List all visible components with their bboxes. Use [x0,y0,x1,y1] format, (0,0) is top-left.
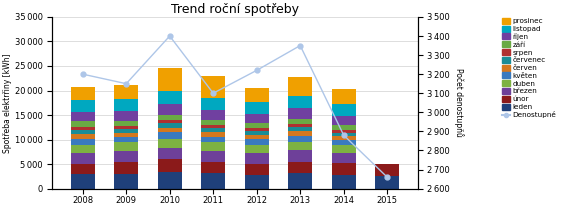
Bar [244,139,269,145]
Bar [244,88,269,102]
Bar [158,68,181,91]
Bar [244,135,269,139]
Bar [158,120,181,123]
Bar [332,104,355,115]
Bar [114,121,138,126]
Bar [158,132,181,139]
Bar [288,96,312,108]
Bar [201,76,225,98]
Bar [288,141,312,150]
Bar [71,134,95,139]
Bar [201,120,225,125]
Y-axis label: Počet denostupňů: Počet denostupňů [454,68,464,137]
Bar [114,137,138,142]
Bar [201,142,225,151]
Bar [288,136,312,141]
Bar [71,164,95,174]
Bar [288,150,312,162]
Bar [71,100,95,111]
Bar [114,99,138,111]
Bar [114,126,138,129]
Bar [158,104,181,115]
Title: Trend roční spotřeby: Trend roční spotřeby [171,3,299,16]
Bar [375,164,399,176]
Bar [114,133,138,137]
Bar [158,139,181,148]
Bar [332,125,355,130]
Bar [332,145,355,153]
Bar [244,123,269,128]
Bar [332,136,355,140]
Bar [158,159,181,172]
Bar [332,175,355,189]
Bar [332,115,355,125]
Bar [114,142,138,151]
Bar [244,131,269,135]
Bar [158,172,181,189]
Bar [114,111,138,121]
Bar [288,119,312,124]
Bar [201,151,225,162]
Bar [244,163,269,175]
Bar [114,151,138,162]
Bar [71,153,95,164]
Bar [71,87,95,100]
Bar [244,128,269,131]
Bar [201,162,225,173]
Bar [244,102,269,114]
Bar [332,163,355,175]
Bar [288,173,312,189]
Bar [158,91,181,104]
Bar [71,139,95,145]
Legend: prosinec, listopad, říjen, září, srpen, červenec, červen, květen, duben, březen,: prosinec, listopad, říjen, září, srpen, … [502,17,557,119]
Y-axis label: Spotřeba elektrřiny [kWh]: Spotřeba elektrřiny [kWh] [3,53,12,152]
Bar [288,108,312,119]
Bar [201,137,225,142]
Bar [201,132,225,137]
Bar [332,140,355,145]
Bar [244,153,269,163]
Bar [332,133,355,136]
Bar [158,128,181,132]
Bar [71,111,95,121]
Bar [332,130,355,133]
Bar [71,145,95,153]
Bar [201,98,225,110]
Bar [201,110,225,120]
Bar [375,176,399,189]
Bar [71,127,95,130]
Bar [114,174,138,189]
Bar [332,89,355,104]
Bar [201,173,225,189]
Bar [288,162,312,173]
Bar [71,174,95,189]
Bar [158,148,181,159]
Bar [201,128,225,132]
Bar [71,121,95,127]
Bar [288,77,312,96]
Bar [114,162,138,174]
Bar [244,175,269,189]
Bar [244,145,269,153]
Bar [332,153,355,163]
Bar [114,85,138,99]
Bar [158,115,181,120]
Bar [288,131,312,136]
Bar [201,125,225,128]
Bar [288,127,312,131]
Bar [244,114,269,123]
Bar [71,130,95,134]
Bar [114,129,138,133]
Bar [158,123,181,128]
Bar [288,124,312,127]
